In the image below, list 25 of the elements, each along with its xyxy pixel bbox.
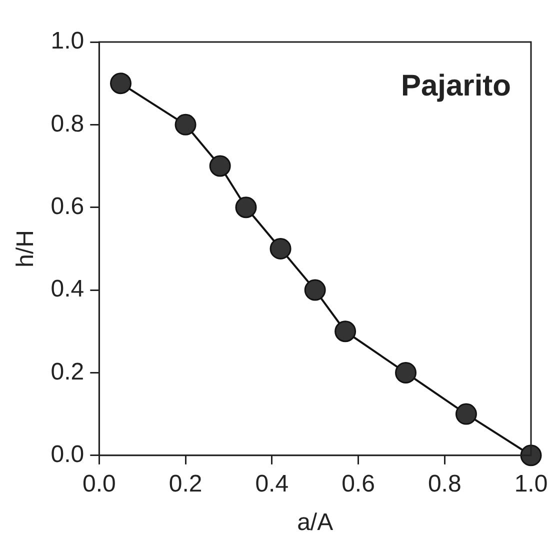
y-axis-title: h/H [12,230,40,268]
y-tick-label: 1.0 [50,28,84,55]
y-tick-label: 0.8 [50,110,84,138]
x-tick-label: 0.4 [255,470,289,498]
x-tick-label: 0.6 [342,470,375,498]
y-tick-label: 0.6 [50,192,84,220]
x-tick-label: 0.8 [428,470,462,498]
x-tick-label: 0.0 [82,470,116,498]
point [270,238,292,260]
annotation: Pajarito [400,69,511,102]
y-tick-label: 0.4 [50,276,84,303]
point [174,114,196,136]
x-tick-label: 1.0 [514,470,548,498]
y-tick-label: 0.2 [50,358,84,386]
y-tick-label: 0.0 [50,441,84,468]
point [455,403,477,425]
point [110,72,132,94]
x-axis-title: a/A [297,509,334,536]
point [395,362,417,384]
point [334,320,356,342]
point [235,196,257,218]
point [304,279,326,301]
point [520,444,542,466]
point [209,155,231,177]
x-tick-label: 0.2 [168,470,202,498]
